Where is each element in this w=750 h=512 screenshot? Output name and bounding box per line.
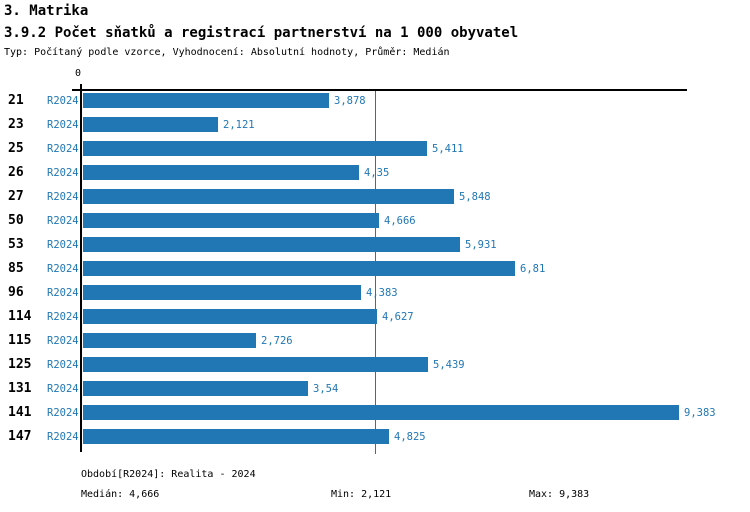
bar <box>83 165 359 180</box>
bar-value-label: 9,383 <box>684 407 716 419</box>
chart-row: 125 R2024 5,439 <box>0 357 750 381</box>
bar-value-label: 4,825 <box>394 431 426 443</box>
row-series-label: R2024 <box>47 383 79 395</box>
bar <box>83 237 460 252</box>
bar-value-label: 5,439 <box>433 359 465 371</box>
min-stat-label: Min: 2,121 <box>331 489 392 500</box>
chart-row: 96 R2024 4,383 <box>0 285 750 309</box>
bar-value-label: 4,383 <box>366 287 398 299</box>
row-series-label: R2024 <box>47 167 79 179</box>
bar <box>83 285 361 300</box>
chart-row: 25 R2024 5,411 <box>0 141 750 165</box>
bar <box>83 213 379 228</box>
bar <box>83 141 427 156</box>
row-category-label: 53 <box>8 237 24 252</box>
row-category-label: 131 <box>8 381 32 396</box>
bar-value-label: 3,878 <box>334 95 366 107</box>
axis-zero-tick-label: 0 <box>75 68 82 79</box>
bar <box>83 117 218 132</box>
chart-row: 115 R2024 2,726 <box>0 333 750 357</box>
row-series-label: R2024 <box>47 431 79 443</box>
row-category-label: 147 <box>8 429 32 444</box>
row-category-label: 23 <box>8 117 24 132</box>
chart-row: 147 R2024 4,825 <box>0 429 750 453</box>
row-series-label: R2024 <box>47 143 79 155</box>
bar <box>83 405 679 420</box>
chart-subtitle: Typ: Počítaný podle vzorce, Vyhodnocení:… <box>4 47 450 58</box>
row-series-label: R2024 <box>47 95 79 107</box>
row-category-label: 25 <box>8 141 24 156</box>
row-series-label: R2024 <box>47 287 79 299</box>
row-category-label: 114 <box>8 309 32 324</box>
chart-row: 114 R2024 4,627 <box>0 309 750 333</box>
row-series-label: R2024 <box>47 239 79 251</box>
bar-value-label: 5,411 <box>432 143 464 155</box>
chart-row: 21 R2024 3,878 <box>0 93 750 117</box>
row-series-label: R2024 <box>47 215 79 227</box>
bar <box>83 309 377 324</box>
bar <box>83 429 389 444</box>
bar-value-label: 6,81 <box>520 263 546 275</box>
bar-value-label: 5,931 <box>465 239 497 251</box>
bar <box>83 93 329 108</box>
row-category-label: 50 <box>8 213 24 228</box>
bar-value-label: 4,35 <box>364 167 390 179</box>
max-stat-label: Max: 9,383 <box>529 489 590 500</box>
chart-row: 26 R2024 4,35 <box>0 165 750 189</box>
bar <box>83 333 256 348</box>
chart-row: 131 R2024 3,54 <box>0 381 750 405</box>
chart-title: 3.9.2 Počet sňatků a registrací partners… <box>4 25 519 41</box>
bar-value-label: 4,627 <box>382 311 414 323</box>
row-category-label: 125 <box>8 357 32 372</box>
bar-value-label: 3,54 <box>313 383 339 395</box>
chart-row: 85 R2024 6,81 <box>0 261 750 285</box>
row-series-label: R2024 <box>47 263 79 275</box>
row-series-label: R2024 <box>47 119 79 131</box>
row-series-label: R2024 <box>47 407 79 419</box>
row-category-label: 26 <box>8 165 24 180</box>
bar <box>83 261 515 276</box>
row-series-label: R2024 <box>47 335 79 347</box>
bar <box>83 381 308 396</box>
row-category-label: 96 <box>8 285 24 300</box>
row-series-label: R2024 <box>47 191 79 203</box>
chart-row: 53 R2024 5,931 <box>0 237 750 261</box>
x-axis-line <box>72 89 687 91</box>
median-stat-label: Medián: 4,666 <box>81 489 160 500</box>
row-category-label: 27 <box>8 189 24 204</box>
chart-row: 141 R2024 9,383 <box>0 405 750 429</box>
bar-value-label: 2,121 <box>223 119 255 131</box>
period-label: Období[R2024]: Realita - 2024 <box>81 469 256 480</box>
row-category-label: 141 <box>8 405 32 420</box>
bar <box>83 357 428 372</box>
row-category-label: 21 <box>8 93 24 108</box>
section-title: 3. Matrika <box>4 3 89 19</box>
bar-value-label: 5,848 <box>459 191 491 203</box>
chart-row: 50 R2024 4,666 <box>0 213 750 237</box>
chart-row: 27 R2024 5,848 <box>0 189 750 213</box>
bar <box>83 189 454 204</box>
row-category-label: 115 <box>8 333 32 348</box>
bar-value-label: 2,726 <box>261 335 293 347</box>
chart-row: 23 R2024 2,121 <box>0 117 750 141</box>
row-series-label: R2024 <box>47 359 79 371</box>
y-axis-line <box>80 84 82 452</box>
bar-value-label: 4,666 <box>384 215 416 227</box>
row-series-label: R2024 <box>47 311 79 323</box>
row-category-label: 85 <box>8 261 24 276</box>
